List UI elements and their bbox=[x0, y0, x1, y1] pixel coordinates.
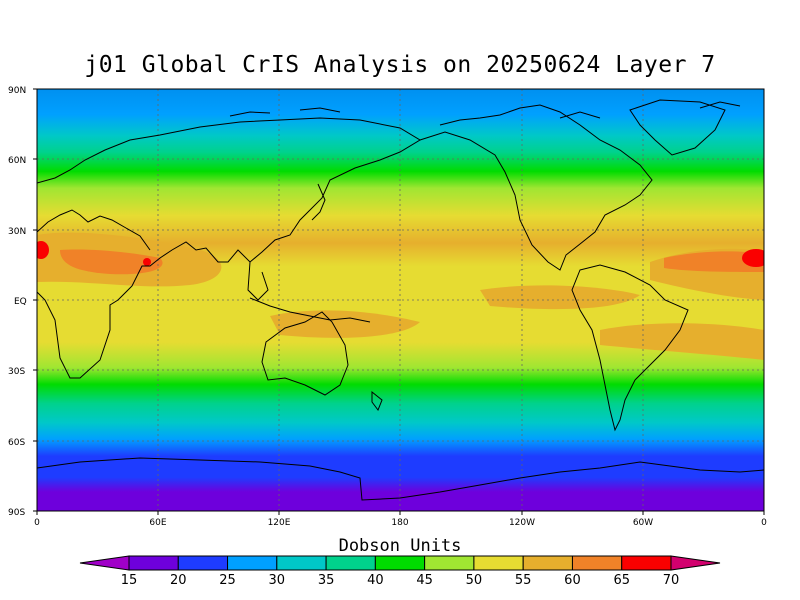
colorbar-arrow-high bbox=[670, 555, 721, 571]
colorbar-label: 40 bbox=[367, 573, 384, 588]
ozone-blob-pacific-south bbox=[270, 310, 420, 338]
colorbar-swatch bbox=[325, 555, 376, 571]
colorbar-label: 25 bbox=[219, 573, 236, 588]
colorbar-swatch bbox=[177, 555, 229, 571]
coast-arctic-islands bbox=[229, 101, 741, 119]
colorbar: 15 20 25 30 35 40 45 50 55 60 65 70 bbox=[79, 555, 721, 588]
colorbar-swatch bbox=[276, 555, 327, 571]
coast-europe bbox=[37, 209, 151, 251]
colorbar-label: 60 bbox=[564, 573, 581, 588]
colorbar-swatch bbox=[424, 555, 475, 571]
ozone-blob-north-africa bbox=[37, 241, 49, 259]
lat-label-90n: 90N bbox=[8, 86, 26, 96]
coast-eurasia-africa bbox=[37, 117, 421, 379]
ozone-blob-south-atlantic bbox=[600, 323, 764, 360]
lat-axis bbox=[33, 88, 37, 512]
colorbar-label: 45 bbox=[416, 573, 433, 588]
lon-label-120w: 120W bbox=[509, 518, 535, 528]
lat-label-60s: 60S bbox=[8, 438, 25, 448]
coast-greenland bbox=[629, 99, 726, 156]
lat-label-90s: 90S bbox=[8, 508, 25, 518]
colorbar-label: 20 bbox=[170, 573, 187, 588]
colorbar-swatch bbox=[621, 555, 672, 571]
coast-new-zealand bbox=[371, 390, 383, 412]
ozone-blob-arabia bbox=[60, 249, 163, 275]
lon-label-120e: 120E bbox=[268, 518, 291, 528]
coast-indonesia bbox=[249, 297, 371, 323]
colorbar-arrow-low bbox=[79, 555, 130, 571]
lon-label-0: 0 bbox=[34, 518, 40, 528]
colorbar-swatch bbox=[227, 555, 278, 571]
ozone-blob-pacific-east bbox=[480, 285, 640, 310]
lon-label-0-east: 0 bbox=[761, 518, 767, 528]
colorbar-label: 30 bbox=[269, 573, 286, 588]
ozone-blob-atlantic-red bbox=[742, 249, 764, 267]
map-title: j01 Global CrIS Analysis on 20250624 Lay… bbox=[84, 52, 716, 78]
lon-label-60e: 60E bbox=[149, 518, 166, 528]
colorbar-swatch bbox=[473, 555, 524, 571]
coast-antarctica bbox=[37, 457, 764, 501]
coast-australia bbox=[261, 311, 349, 396]
ozone-blob-red-sea bbox=[143, 258, 151, 266]
colorbar-swatch bbox=[571, 555, 623, 571]
lon-label-180: 180 bbox=[391, 518, 408, 528]
coast-south-america bbox=[571, 264, 689, 432]
colorbar-label: 15 bbox=[121, 573, 138, 588]
colorbar-label: 50 bbox=[466, 573, 483, 588]
colorbar-swatch bbox=[374, 555, 426, 571]
colorbar-swatch bbox=[522, 555, 573, 571]
ozone-blob-atlantic-core bbox=[664, 251, 764, 272]
colorbar-swatch bbox=[128, 555, 179, 571]
colorbar-label: 55 bbox=[515, 573, 532, 588]
coastlines bbox=[37, 99, 764, 501]
lon-axis bbox=[36, 511, 765, 515]
graticule bbox=[37, 89, 764, 511]
colorbar-units: Dobson Units bbox=[338, 536, 462, 556]
lat-label-30s: 30S bbox=[8, 367, 25, 377]
colorbar-label: 65 bbox=[613, 573, 630, 588]
lon-label-60w: 60W bbox=[633, 518, 653, 528]
coast-indochina bbox=[247, 261, 269, 301]
lat-label-eq: EQ bbox=[14, 297, 27, 307]
coast-japan bbox=[311, 183, 326, 221]
ozone-field-background bbox=[37, 89, 764, 511]
colorbar-label: 35 bbox=[318, 573, 335, 588]
colorbar-label: 70 bbox=[663, 573, 680, 588]
coast-north-america bbox=[419, 104, 653, 271]
lat-label-30n: 30N bbox=[8, 227, 26, 237]
lat-label-60n: 60N bbox=[8, 156, 26, 166]
